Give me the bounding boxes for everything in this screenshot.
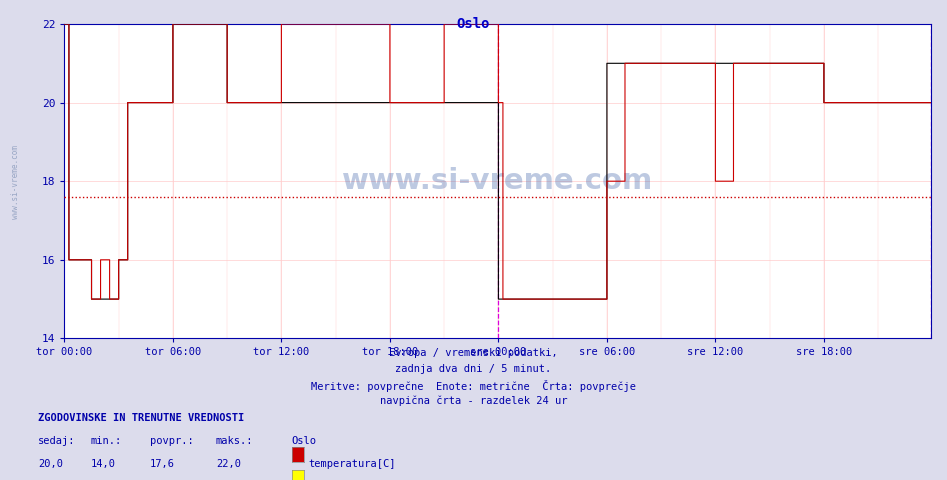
Text: zadnja dva dni / 5 minut.: zadnja dva dni / 5 minut. bbox=[396, 364, 551, 374]
Text: 22,0: 22,0 bbox=[216, 459, 241, 469]
Text: ZGODOVINSKE IN TRENUTNE VREDNOSTI: ZGODOVINSKE IN TRENUTNE VREDNOSTI bbox=[38, 413, 244, 423]
Text: Oslo: Oslo bbox=[456, 17, 491, 31]
Text: Meritve: povprečne  Enote: metrične  Črta: povprečje: Meritve: povprečne Enote: metrične Črta:… bbox=[311, 380, 636, 392]
Text: 14,0: 14,0 bbox=[91, 459, 116, 469]
Text: Evropa / vremenski podatki,: Evropa / vremenski podatki, bbox=[389, 348, 558, 358]
Text: 20,0: 20,0 bbox=[38, 459, 63, 469]
Text: povpr.:: povpr.: bbox=[150, 436, 193, 446]
Text: navpična črta - razdelek 24 ur: navpična črta - razdelek 24 ur bbox=[380, 396, 567, 406]
Text: temperatura[C]: temperatura[C] bbox=[309, 459, 396, 469]
Text: 17,6: 17,6 bbox=[150, 459, 174, 469]
Text: maks.:: maks.: bbox=[216, 436, 254, 446]
Text: min.:: min.: bbox=[91, 436, 122, 446]
Text: Oslo: Oslo bbox=[292, 436, 316, 446]
Text: www.si-vreme.com: www.si-vreme.com bbox=[342, 167, 653, 195]
Text: sedaj:: sedaj: bbox=[38, 436, 76, 446]
Text: www.si-vreme.com: www.si-vreme.com bbox=[11, 145, 21, 219]
